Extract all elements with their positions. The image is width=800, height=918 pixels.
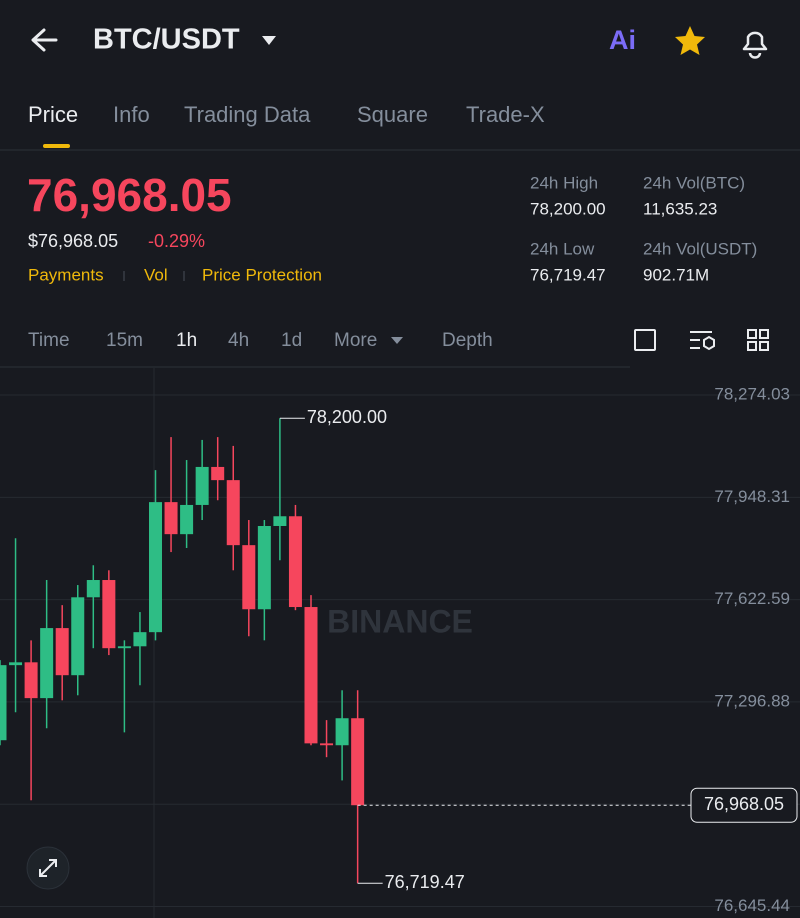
last-price-label: 76,968.05: [704, 794, 784, 814]
high-label: 78,200.00: [307, 407, 387, 427]
candle-body: [320, 743, 334, 746]
link-vol[interactable]: Vol: [144, 265, 168, 284]
candle-body: [0, 665, 7, 741]
stat-value: 902.71M: [643, 265, 709, 284]
stat-label: 24h Vol(BTC): [643, 173, 745, 192]
tab[interactable]: Price: [28, 102, 78, 127]
interval-option[interactable]: Time: [28, 330, 70, 351]
candle-body: [40, 628, 54, 699]
link-price-protection[interactable]: Price Protection: [202, 265, 322, 284]
watermark: BINANCE: [327, 603, 473, 639]
candle-body: [133, 632, 147, 647]
interval-bar: Time 15m 1h 4h 1d More Depth: [28, 330, 493, 351]
candle-body: [24, 662, 38, 699]
y-tick-label: 77,622.59: [714, 589, 790, 608]
link-payments[interactable]: Payments: [28, 265, 104, 284]
alert-bell[interactable]: [742, 31, 768, 59]
candle-body: [9, 662, 23, 666]
more-caret[interactable]: [391, 337, 403, 344]
pair-title[interactable]: BTC/USDT: [93, 24, 240, 56]
interval-option[interactable]: 1h: [176, 330, 197, 351]
candle-body: [273, 516, 287, 526]
tool-settings[interactable]: [690, 331, 715, 351]
ai-button[interactable]: Ai: [609, 25, 636, 55]
low-label: 76,719.47: [385, 872, 465, 892]
candle-body: [55, 628, 69, 676]
candle-body: [102, 580, 116, 649]
fiat-price: $76,968.05: [28, 231, 118, 251]
candle-body: [149, 502, 162, 633]
candle-body: [117, 646, 131, 649]
stat-label: 24h Low: [530, 239, 595, 258]
interval-option[interactable]: Depth: [442, 330, 493, 351]
active-tab-indicator: [43, 144, 70, 148]
stat-label: 24h Vol(USDT): [643, 239, 757, 258]
y-tick-label: 77,296.88: [714, 691, 790, 710]
stat-label: 24h High: [530, 173, 598, 192]
candle-body: [164, 502, 178, 535]
chart-tools: [634, 329, 769, 351]
expand-icon[interactable]: [39, 859, 57, 877]
stat-value: 11,635.23: [643, 199, 717, 218]
candle-body: [288, 516, 302, 608]
price-change: -0.29%: [148, 231, 205, 251]
last-price-box: [690, 787, 798, 823]
interval-option[interactable]: More: [334, 330, 377, 351]
candle-body: [242, 545, 256, 610]
stat-value: 76,719.47: [530, 265, 606, 284]
interval-option[interactable]: 4h: [228, 330, 249, 351]
favorite-star[interactable]: [675, 26, 705, 55]
candle-body: [180, 504, 194, 535]
tab[interactable]: Trading Data: [184, 102, 311, 127]
last-price: 76,968.05: [27, 169, 232, 221]
interval-option[interactable]: 15m: [106, 330, 143, 351]
candle-body: [351, 718, 365, 806]
y-tick-label: 77,948.31: [714, 487, 790, 506]
tool-indicator[interactable]: [634, 329, 656, 351]
candle-body: [304, 607, 318, 744]
stat-value: 78,200.00: [530, 199, 606, 218]
candle-body: [71, 597, 85, 676]
candle-body: [257, 525, 271, 610]
candle-body: [335, 718, 349, 746]
candle-body: [195, 466, 209, 505]
tab[interactable]: Square: [357, 102, 428, 127]
tab[interactable]: Trade-X: [466, 102, 545, 127]
tab-bar: Price Info Trading Data Square Trade-X: [28, 102, 545, 127]
candle-body: [211, 466, 225, 481]
candlestick-chart: BINANCE 78,274.03 77,948.31 77,622.59 77,296…: [0, 368, 800, 918]
tab[interactable]: Info: [113, 102, 150, 127]
y-tick-label: 76,645.44: [714, 896, 790, 915]
interval-option[interactable]: 1d: [281, 330, 302, 351]
tool-layout[interactable]: [747, 329, 769, 351]
candle-body: [86, 580, 100, 598]
candle-body: [226, 480, 240, 546]
pair-caret[interactable]: [262, 36, 276, 45]
y-tick-label: 78,274.03: [714, 384, 790, 403]
back-button[interactable]: [31, 28, 58, 52]
